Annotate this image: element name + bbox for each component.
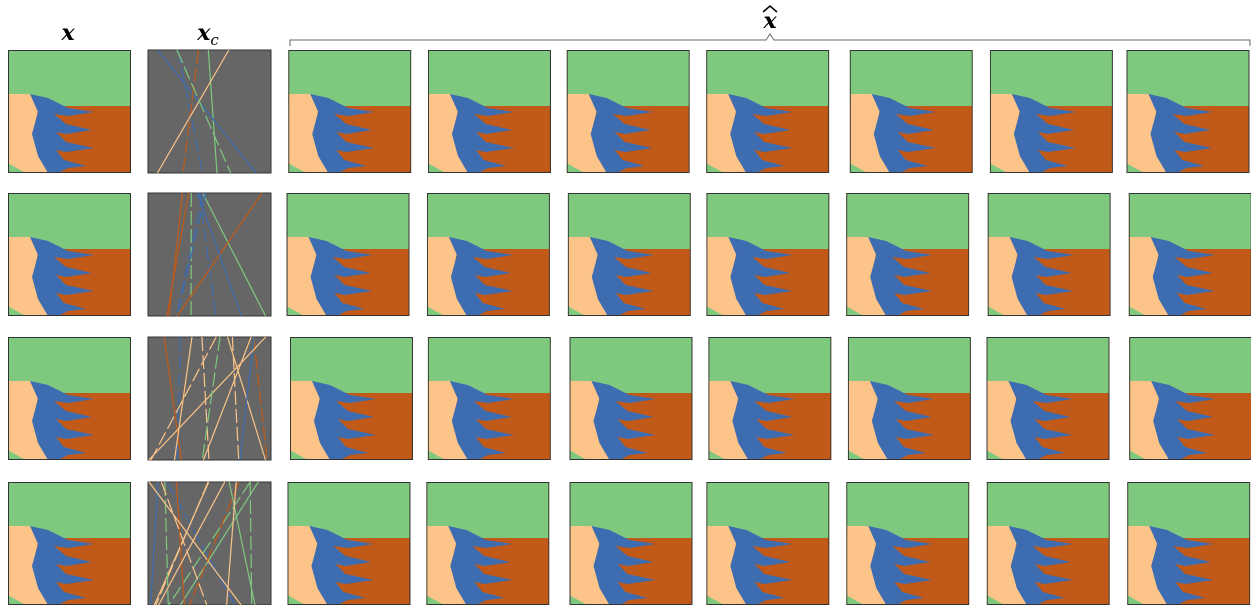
- generated-image: [846, 193, 969, 316]
- generated-image: [428, 337, 551, 460]
- generated-image: [426, 482, 549, 605]
- sample-background: [148, 193, 271, 316]
- generated-image: [706, 193, 829, 316]
- generated-image: [987, 337, 1110, 460]
- generated-image: [568, 193, 691, 316]
- sparse-sample: [148, 50, 271, 173]
- original-image: [8, 482, 131, 605]
- generated-image: [1126, 50, 1249, 173]
- generated-image: [846, 482, 969, 605]
- label-x: x: [60, 20, 75, 46]
- generated-image: [287, 482, 410, 605]
- label-xhat: x: [762, 8, 777, 34]
- generated-image: [848, 337, 971, 460]
- generated-image: [288, 50, 411, 173]
- generated-image: [987, 482, 1110, 605]
- original-image: [8, 337, 131, 460]
- original-image: [8, 193, 131, 316]
- generated-image: [567, 50, 690, 173]
- generated-image: [570, 482, 693, 605]
- label-xc-base: x: [196, 20, 211, 46]
- generated-image: [708, 337, 831, 460]
- generated-image: [706, 50, 829, 173]
- label-xc: xc: [196, 20, 219, 49]
- sparse-sample: [148, 337, 271, 460]
- bracket: [290, 34, 1250, 46]
- label-xc-sub: c: [210, 31, 219, 49]
- generated-image: [850, 50, 973, 173]
- generated-image: [990, 50, 1113, 173]
- figure: x xc x: [0, 0, 1251, 605]
- generated-image: [1129, 337, 1251, 460]
- original-image: [8, 50, 131, 173]
- generated-image: [427, 193, 550, 316]
- generated-image: [428, 50, 551, 173]
- generated-image: [287, 193, 410, 316]
- generated-image: [290, 337, 413, 460]
- column-headers: x xc x: [60, 6, 1250, 49]
- generated-image: [1129, 193, 1251, 316]
- generated-image: [1127, 482, 1250, 605]
- image-grid: [8, 50, 1251, 605]
- generated-image: [988, 193, 1111, 316]
- sparse-sample: [148, 482, 271, 605]
- generated-image: [706, 482, 829, 605]
- sparse-sample: [148, 193, 271, 316]
- generated-image: [569, 337, 692, 460]
